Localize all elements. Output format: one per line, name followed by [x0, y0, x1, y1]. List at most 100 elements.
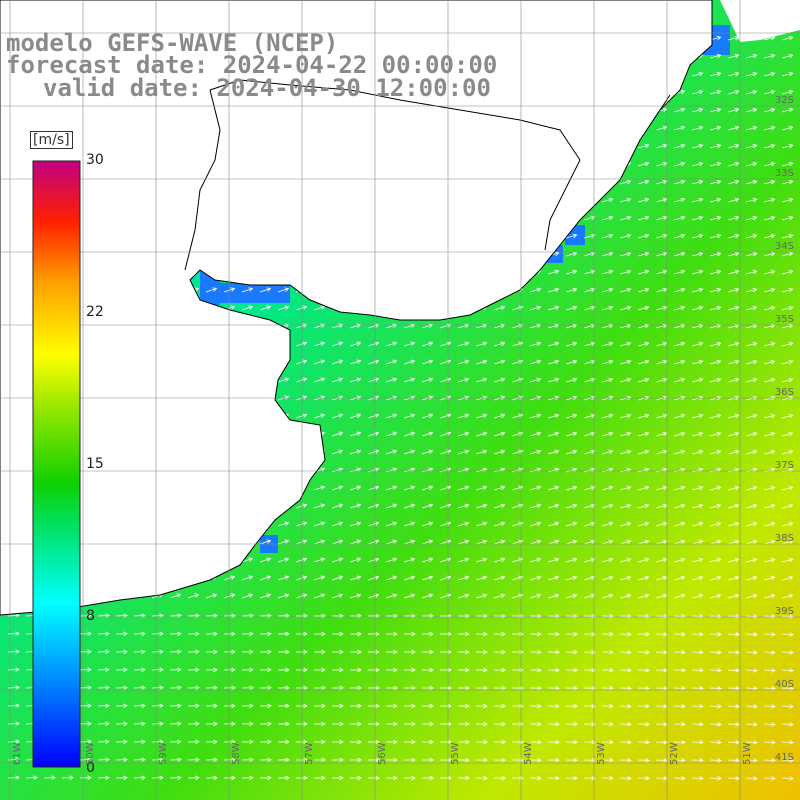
- wind-arrow: [583, 775, 596, 781]
- wind-arrow: [583, 593, 596, 599]
- wind-arrow: [565, 721, 578, 727]
- wind-arrow: [97, 757, 110, 762]
- wind-arrow: [763, 53, 776, 59]
- wind-arrow: [187, 667, 200, 673]
- wind-arrow: [709, 614, 722, 619]
- wind-arrow: [241, 721, 254, 727]
- wind-arrow: [205, 775, 218, 781]
- wind-arrow: [133, 649, 146, 655]
- wind-arrow: [637, 557, 650, 563]
- wind-arrow: [475, 449, 488, 455]
- wind-arrow: [691, 215, 704, 221]
- wind-arrow: [763, 341, 776, 347]
- wind-arrow: [601, 685, 614, 691]
- wind-arrow: [115, 757, 128, 762]
- wind-arrow: [727, 668, 740, 673]
- lon-label: 59W: [158, 742, 169, 765]
- wind-arrow: [295, 359, 308, 365]
- wind-arrow: [655, 179, 668, 185]
- wind-arrow: [151, 703, 164, 709]
- wind-arrow: [619, 485, 632, 491]
- wind-arrow: [709, 557, 722, 563]
- wind-arrow: [367, 703, 380, 709]
- wind-arrow: [349, 485, 362, 491]
- wind-arrow: [115, 775, 128, 780]
- wind-arrow: [655, 215, 668, 221]
- wind-arrow: [655, 161, 668, 167]
- wind-arrow: [565, 539, 578, 545]
- wind-arrow: [331, 503, 344, 509]
- wind-arrow: [169, 775, 182, 781]
- wind-arrow: [295, 305, 308, 311]
- wind-arrow: [151, 685, 164, 691]
- wind-arrow: [763, 197, 776, 203]
- wind-arrow: [421, 775, 434, 781]
- border-lines: [184, 79, 671, 271]
- wind-arrow: [421, 449, 434, 455]
- wind-arrow: [367, 521, 380, 527]
- wind-arrow: [727, 758, 740, 763]
- wind-arrow: [745, 704, 758, 709]
- wind-arrow: [475, 649, 488, 655]
- wind-arrow: [223, 685, 236, 691]
- wind-arrow: [457, 521, 470, 527]
- wind-arrow: [655, 485, 668, 491]
- wind-arrow: [601, 613, 614, 619]
- wind-arrow: [763, 305, 776, 311]
- wind-arrow: [601, 739, 614, 745]
- wind-arrow: [727, 686, 740, 691]
- wind-arrow: [727, 632, 740, 637]
- wind-arrow: [691, 179, 704, 185]
- wind-arrow: [727, 359, 740, 365]
- wind-arrow: [421, 485, 434, 491]
- wind-arrow: [169, 667, 182, 673]
- wind-arrow: [655, 233, 668, 239]
- wind-arrow: [655, 197, 668, 203]
- wind-arrow: [457, 775, 470, 781]
- wind-arrow: [475, 557, 488, 563]
- wind-arrow: [655, 557, 668, 563]
- wind-arrow: [457, 341, 470, 347]
- wind-arrow: [601, 251, 614, 257]
- wind-arrow: [637, 431, 650, 437]
- wind-arrow: [727, 197, 740, 203]
- wind-arrow: [727, 179, 740, 185]
- wind-arrow: [763, 575, 776, 581]
- wind-arrow: [583, 575, 596, 581]
- wind-arrow: [745, 287, 758, 293]
- wind-arrow: [565, 305, 578, 311]
- wind-arrow: [691, 89, 704, 95]
- wind-arrow: [781, 53, 794, 59]
- wind-arrow: [673, 649, 686, 655]
- wind-arrow: [637, 269, 650, 275]
- wind-arrow: [403, 359, 416, 365]
- wind-arrow: [745, 557, 758, 563]
- wind-arrow: [259, 631, 272, 637]
- wind-arrow: [367, 503, 380, 509]
- wind-arrow: [529, 413, 542, 419]
- wind-arrow: [403, 721, 416, 727]
- lon-label: 60W: [85, 742, 96, 765]
- wind-arrow: [655, 359, 668, 365]
- colorbar-tick: 0: [86, 760, 95, 776]
- wind-arrow: [133, 631, 146, 637]
- wind-arrow: [97, 631, 110, 636]
- wind-arrow: [529, 613, 542, 619]
- wind-arrow: [547, 341, 560, 347]
- wind-arrow: [691, 593, 704, 599]
- wind-arrow: [709, 179, 722, 185]
- wind-arrow: [619, 341, 632, 347]
- wind-arrow: [547, 685, 560, 691]
- wind-arrow: [565, 449, 578, 455]
- wind-arrow: [619, 593, 632, 599]
- wind-arrow: [583, 685, 596, 691]
- wind-arrow: [637, 485, 650, 491]
- wind-arrow: [727, 125, 740, 131]
- wind-arrow: [223, 739, 236, 745]
- wind-arrow: [349, 631, 362, 637]
- lon-label: 58W: [231, 742, 242, 765]
- wind-arrow: [673, 161, 686, 167]
- wind-arrow: [691, 575, 704, 581]
- wind-arrow: [763, 758, 776, 763]
